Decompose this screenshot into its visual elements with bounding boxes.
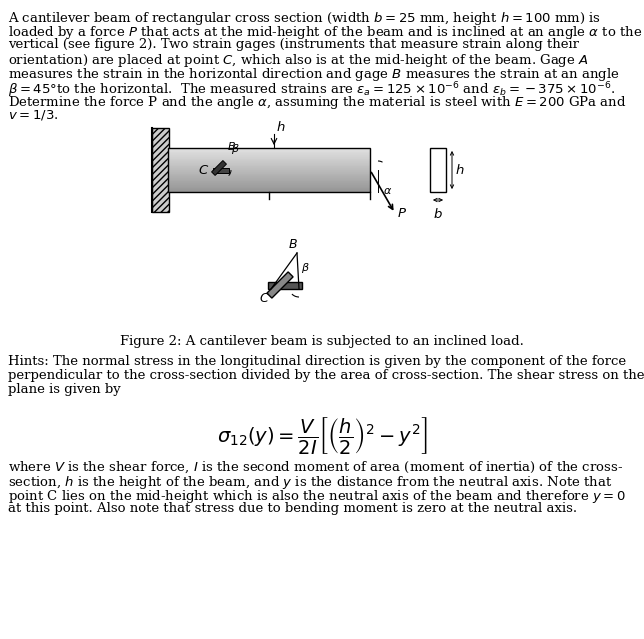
Bar: [168, 167, 370, 168]
Text: $b$: $b$: [433, 207, 443, 221]
Bar: [168, 177, 370, 178]
Bar: [430, 148, 446, 192]
Bar: [168, 187, 370, 188]
Bar: [168, 148, 370, 150]
Text: where $V$ is the shear force, $I$ is the second moment of area (moment of inerti: where $V$ is the shear force, $I$ is the…: [8, 460, 623, 475]
Text: section, $h$ is the height of the beam, and $y$ is the distance from the neutral: section, $h$ is the height of the beam, …: [8, 474, 612, 491]
Bar: [168, 175, 370, 176]
Bar: [168, 149, 370, 150]
Bar: [168, 150, 370, 151]
Text: perpendicular to the cross-section divided by the area of cross-section. The she: perpendicular to the cross-section divid…: [8, 369, 644, 382]
Text: plane is given by: plane is given by: [8, 383, 121, 396]
Bar: [168, 165, 370, 166]
Text: vertical (see figure 2). Two strain gages (instruments that measure strain along: vertical (see figure 2). Two strain gage…: [8, 38, 579, 51]
Text: $\beta$: $\beta$: [301, 261, 310, 275]
Text: $B$: $B$: [227, 140, 236, 152]
Bar: [168, 161, 370, 162]
Bar: [168, 157, 370, 158]
Bar: [168, 166, 370, 167]
Bar: [168, 160, 370, 162]
Bar: [168, 184, 370, 185]
Bar: [168, 154, 370, 155]
Text: $C$: $C$: [198, 164, 209, 178]
Bar: [168, 153, 370, 155]
Text: point C lies on the mid-height which is also the neutral axis of the beam and th: point C lies on the mid-height which is …: [8, 488, 626, 505]
Bar: [168, 171, 370, 173]
Bar: [168, 189, 370, 190]
Text: measures the strain in the horizontal direction and gage $B$ measures the strain: measures the strain in the horizontal di…: [8, 66, 620, 83]
Bar: [168, 151, 370, 153]
Bar: [168, 158, 370, 160]
Bar: [168, 168, 370, 169]
Bar: [168, 173, 370, 174]
Bar: [168, 176, 370, 178]
Bar: [168, 162, 370, 164]
Text: Determine the force P and the angle $\alpha$, assuming the material is steel wit: Determine the force P and the angle $\al…: [8, 94, 627, 111]
Text: Hints: The normal stress in the longitudinal direction is given by the component: Hints: The normal stress in the longitud…: [8, 355, 626, 368]
Bar: [168, 185, 370, 187]
Text: $\beta$: $\beta$: [231, 142, 240, 156]
Bar: [168, 167, 370, 169]
Text: $\sigma_{12}(y) = \dfrac{V}{2I}\left[\left(\dfrac{h}{2}\right)^2 - y^2\right]$: $\sigma_{12}(y) = \dfrac{V}{2I}\left[\le…: [216, 415, 428, 456]
Text: $P$: $P$: [397, 207, 407, 220]
Bar: [168, 181, 370, 182]
Bar: [168, 169, 370, 171]
Bar: [168, 174, 370, 176]
Text: A cantilever beam of rectangular cross section (width $b = 25$ mm, height $h = 1: A cantilever beam of rectangular cross s…: [8, 10, 601, 27]
Bar: [212, 160, 227, 176]
Text: orientation) are placed at point $C$, which also is at the mid-height of the bea: orientation) are placed at point $C$, wh…: [8, 52, 589, 69]
Text: $\alpha$: $\alpha$: [383, 186, 392, 196]
Bar: [268, 282, 302, 288]
Bar: [168, 183, 370, 185]
Bar: [168, 190, 370, 192]
Text: $v =1/3$.: $v =1/3$.: [8, 108, 59, 122]
Text: $h$: $h$: [276, 120, 285, 134]
Bar: [168, 174, 370, 175]
Bar: [213, 167, 229, 173]
Bar: [168, 186, 370, 187]
Bar: [168, 170, 370, 171]
Bar: [168, 158, 370, 159]
Bar: [267, 272, 293, 298]
Bar: [168, 163, 370, 164]
Bar: [168, 156, 370, 157]
Bar: [168, 148, 370, 192]
Text: at this point. Also note that stress due to bending moment is zero at the neutra: at this point. Also note that stress due…: [8, 502, 577, 515]
Bar: [168, 178, 370, 180]
Bar: [168, 152, 370, 154]
Bar: [168, 180, 370, 181]
Bar: [168, 182, 370, 183]
Bar: [152, 128, 169, 212]
Bar: [168, 160, 370, 161]
Bar: [168, 189, 370, 190]
Bar: [168, 179, 370, 180]
Text: $B$: $B$: [288, 238, 298, 251]
Bar: [168, 151, 370, 152]
Text: $h$: $h$: [455, 163, 464, 177]
Text: $C$: $C$: [260, 292, 270, 305]
Text: Figure 2: A cantilever beam is subjected to an inclined load.: Figure 2: A cantilever beam is subjected…: [120, 335, 524, 348]
Bar: [168, 164, 370, 166]
Bar: [168, 191, 370, 192]
Bar: [168, 188, 370, 189]
Bar: [168, 172, 370, 173]
Text: $\beta = 45\degree$to the horizontal.  The measured strains are $\varepsilon_a =: $\beta = 45\degree$to the horizontal. Th…: [8, 80, 616, 100]
Text: loaded by a force $P$ that acts at the mid-height of the beam and is inclined at: loaded by a force $P$ that acts at the m…: [8, 24, 642, 41]
Bar: [168, 181, 370, 183]
Bar: [168, 155, 370, 157]
